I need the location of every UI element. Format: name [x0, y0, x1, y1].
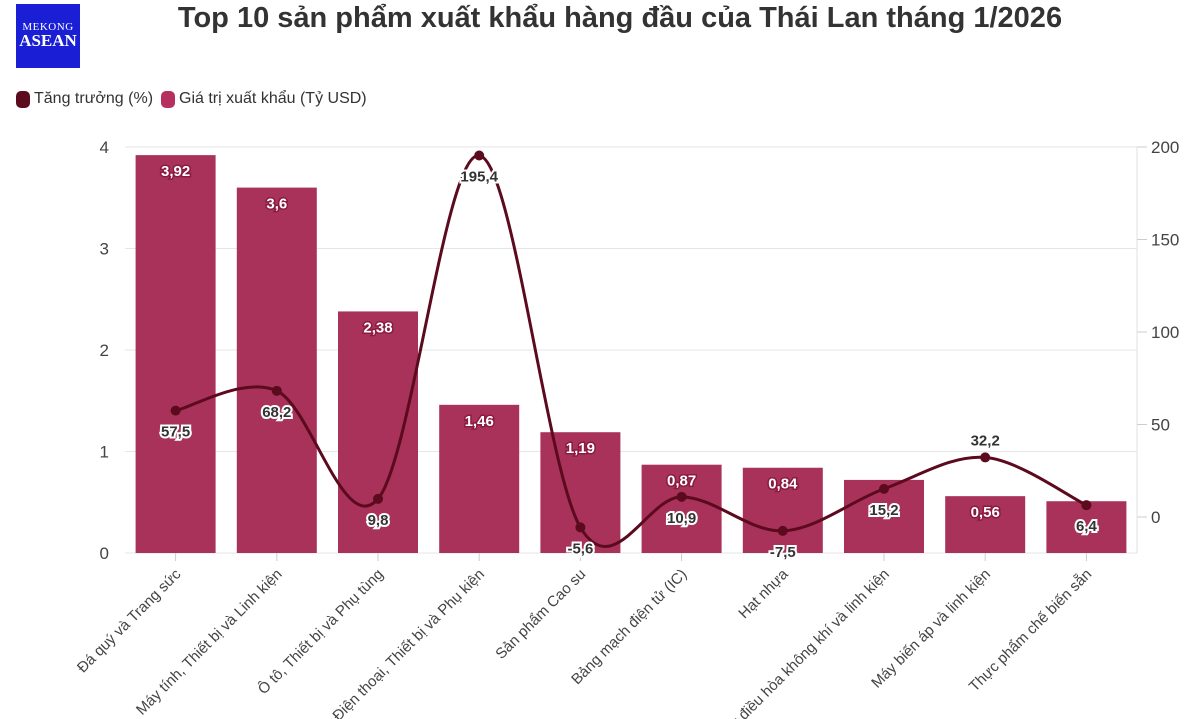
y2-tick-label: 50: [1151, 416, 1170, 435]
bar: [742, 467, 823, 553]
x-tick-label: Máy điều hòa không khí và linh kiện: [712, 566, 893, 719]
growth-label: 195,4: [460, 169, 498, 186]
bar: [135, 155, 216, 553]
growth-point: [474, 150, 485, 161]
growth-label: 15,2: [869, 502, 898, 519]
growth-point: [777, 525, 788, 536]
y-tick-label: 1: [100, 443, 109, 462]
bar-label: 2,38: [363, 319, 392, 336]
growth-label: 6,4: [1076, 518, 1098, 535]
bar-label: 3,92: [161, 163, 190, 180]
y-tick-label: 4: [100, 138, 109, 157]
growth-label: 10,9: [667, 510, 696, 527]
y2-tick-label: 0: [1151, 508, 1160, 527]
growth-label: 9,8: [368, 512, 389, 529]
legend-item-value[interactable]: Giá trị xuất khẩu (Tỷ USD): [161, 90, 367, 108]
growth-label: 32,2: [971, 432, 1000, 449]
bar: [945, 496, 1026, 553]
bar: [439, 404, 520, 553]
growth-label: -5,6: [567, 540, 593, 557]
growth-point: [170, 405, 181, 416]
bar: [540, 432, 621, 553]
bar: [338, 311, 418, 553]
y2-tick-label: 100: [1151, 323, 1179, 342]
growth-point: [575, 522, 586, 533]
growth-point: [271, 385, 282, 396]
growth-label: -7,5: [770, 544, 796, 561]
bar: [236, 187, 317, 553]
growth-label: 68,2: [262, 404, 291, 421]
bar-label: 1,19: [566, 440, 595, 457]
growth-point: [373, 493, 383, 504]
x-tick-label: Sản phẩm Cao su: [492, 566, 589, 663]
y2-tick-label: 200: [1151, 138, 1179, 157]
y-tick-label: 2: [100, 341, 109, 360]
legend-swatch: [16, 90, 30, 108]
growth-point: [980, 452, 991, 463]
bar-label: 0,56: [971, 504, 1000, 521]
legend-item-growth[interactable]: Tăng trưởng (%): [16, 90, 153, 108]
legend: Tăng trưởng (%) Giá trị xuất khẩu (Tỷ US…: [16, 90, 367, 108]
growth-point: [879, 483, 889, 494]
growth-point: [1081, 500, 1092, 511]
legend-swatch: [161, 90, 176, 108]
bar-label: 0,87: [667, 473, 696, 490]
x-tick-label: Hạt nhựa: [735, 565, 792, 622]
chart-title: Top 10 sản phẩm xuất khẩu hàng đầu của T…: [177, 2, 1063, 34]
bar-label: 3,6: [266, 196, 287, 213]
x-tick-label: Đá quý và Trang sức: [74, 565, 185, 676]
x-tick-label: Bảng mạch điện tử (IC): [568, 566, 690, 688]
bar-label: 1,46: [465, 413, 494, 430]
bar-label: 0,84: [768, 476, 798, 493]
growth-line: [175, 154, 1088, 548]
logo: MEKONG ASEAN: [16, 4, 80, 68]
growth-point: [676, 491, 687, 502]
growth-label: 57,5: [161, 424, 190, 441]
y-tick-label: 3: [100, 240, 109, 259]
y-tick-label: 0: [100, 544, 109, 563]
y2-tick-label: 150: [1151, 231, 1179, 250]
